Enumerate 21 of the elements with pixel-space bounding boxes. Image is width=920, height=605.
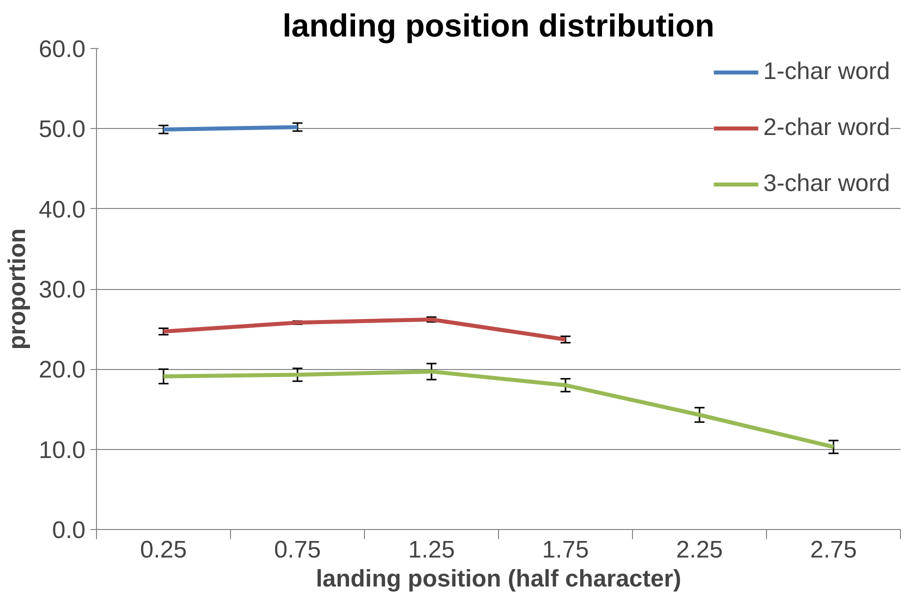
y-tick-label: 0.0 — [52, 517, 86, 544]
line-series — [162, 317, 568, 342]
x-tick-label: 0.25 — [140, 536, 187, 564]
chart-title: landing position distribution — [282, 8, 714, 44]
y-tick-label: 10.0 — [38, 436, 86, 464]
y-tick-label: 30.0 — [38, 276, 86, 304]
x-tick-label: 1.25 — [408, 536, 455, 564]
legend-label: 3-char word — [763, 170, 890, 198]
line-series — [162, 370, 836, 449]
y-tick-label: 60.0 — [38, 36, 86, 63]
y-axis-title: proportion — [4, 228, 31, 350]
x-tick-label: 1.75 — [542, 536, 589, 564]
x-axis-title: landing position (half character) — [316, 566, 682, 592]
y-tick-label: 20.0 — [38, 356, 86, 384]
x-tick-label: 0.75 — [274, 536, 321, 564]
y-tick-label: 50.0 — [38, 116, 86, 144]
x-tick-label: 2.75 — [810, 536, 857, 564]
legend-label: 2-char word — [763, 114, 890, 142]
y-tick-label: 40.0 — [38, 196, 86, 224]
legend-label: 1-char word — [763, 58, 890, 86]
x-tick-label: 2.25 — [676, 536, 723, 564]
